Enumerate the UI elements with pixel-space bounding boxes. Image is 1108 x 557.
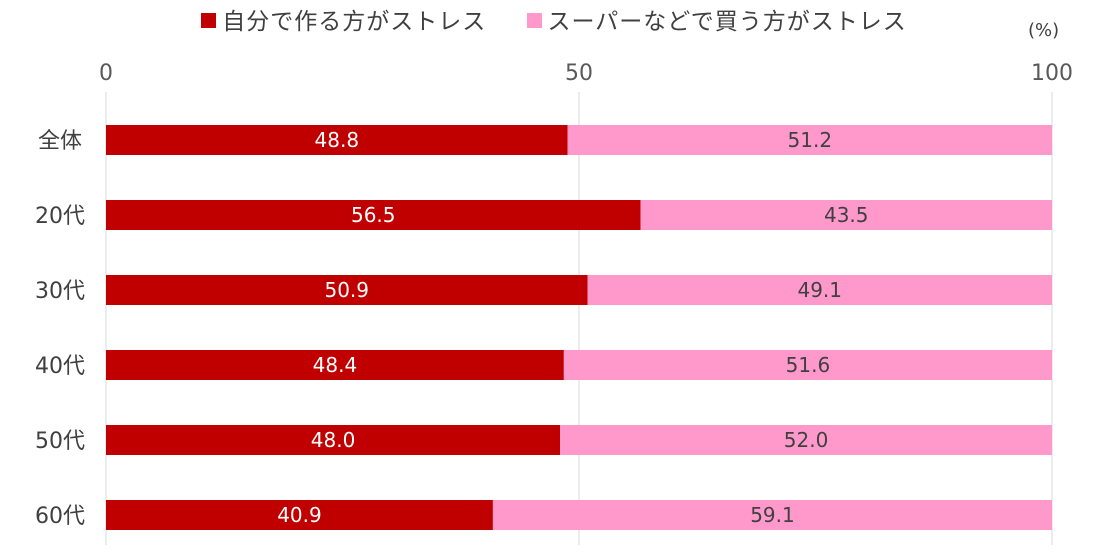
bar-s0-0 bbox=[106, 125, 568, 155]
data-label-s1-3: 51.6 bbox=[786, 353, 831, 377]
legend-item-buy: スーパーなどで買う方がストレス bbox=[526, 2, 907, 36]
bar-s0-5 bbox=[106, 500, 493, 530]
legend-swatch-buy bbox=[526, 13, 542, 28]
bar-s0-2 bbox=[106, 275, 588, 305]
legend-item-self-cook: 自分で作る方がストレス bbox=[201, 2, 486, 36]
bar-s1-1 bbox=[640, 200, 1052, 230]
category-label-3: 40代 bbox=[35, 354, 85, 379]
data-label-s0-5: 40.9 bbox=[277, 503, 322, 527]
category-label-4: 50代 bbox=[35, 429, 85, 454]
legend: 自分で作る方がストレス スーパーなどで買う方がストレス bbox=[0, 2, 1108, 36]
data-label-s0-2: 50.9 bbox=[324, 278, 369, 302]
data-label-s1-1: 43.5 bbox=[824, 203, 869, 227]
data-label-s1-0: 51.2 bbox=[788, 128, 833, 152]
data-label-s1-5: 59.1 bbox=[750, 503, 795, 527]
bar-s0-3 bbox=[106, 350, 564, 380]
data-label-s0-1: 56.5 bbox=[351, 203, 396, 227]
x-tick-label-1: 50 bbox=[565, 61, 593, 86]
data-label-s0-4: 48.0 bbox=[311, 428, 356, 452]
category-label-5: 60代 bbox=[35, 504, 85, 529]
x-tick-label-0: 0 bbox=[99, 61, 113, 86]
legend-swatch-self-cook bbox=[201, 13, 217, 28]
data-label-s1-4: 52.0 bbox=[784, 428, 829, 452]
legend-label-buy: スーパーなどで買う方がストレス bbox=[547, 9, 907, 35]
bar-s1-3 bbox=[563, 350, 1052, 380]
bar-s1-2 bbox=[587, 275, 1052, 305]
bar-s1-5 bbox=[492, 500, 1052, 530]
bar-s1-0 bbox=[567, 125, 1052, 155]
bar-s0-4 bbox=[106, 425, 561, 455]
data-label-s0-0: 48.8 bbox=[315, 128, 360, 152]
data-label-s0-3: 48.4 bbox=[313, 353, 358, 377]
category-label-2: 30代 bbox=[35, 279, 85, 304]
legend-label-self-cook: 自分で作る方がストレス bbox=[222, 9, 487, 35]
bar-s0-1 bbox=[106, 200, 641, 230]
bar-s1-4 bbox=[560, 425, 1052, 455]
x-tick-label-2: 100 bbox=[1031, 61, 1073, 86]
category-label-0: 全体 bbox=[38, 129, 82, 154]
category-label-1: 20代 bbox=[35, 204, 85, 229]
data-label-s1-2: 49.1 bbox=[797, 278, 842, 302]
unit-label: (%) bbox=[1028, 20, 1060, 41]
